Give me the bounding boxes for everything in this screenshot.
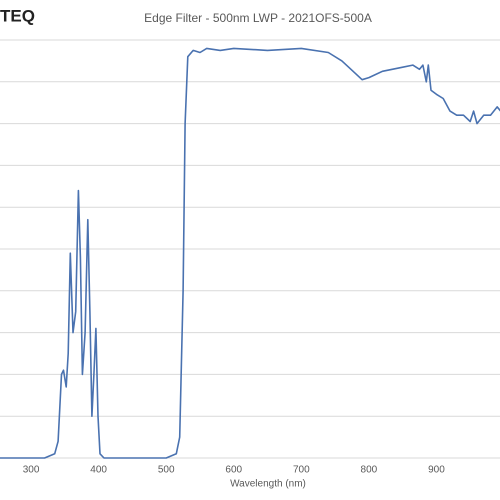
x-tick-label: 700 <box>293 465 310 476</box>
x-axis-title: Wavelength (nm) <box>230 479 306 490</box>
x-tick-label: 600 <box>225 465 242 476</box>
data-line <box>0 47 500 459</box>
chart-title: Edge Filter - 500nm LWP - 2021OFS-500A <box>144 11 372 25</box>
logo: TEQ <box>0 6 35 25</box>
x-tick-label: 500 <box>158 465 175 476</box>
x-tick-label: 900 <box>428 465 445 476</box>
x-tick-label: 800 <box>361 465 378 476</box>
x-tick-label: 300 <box>23 465 40 476</box>
x-tick-label: 400 <box>90 465 107 476</box>
